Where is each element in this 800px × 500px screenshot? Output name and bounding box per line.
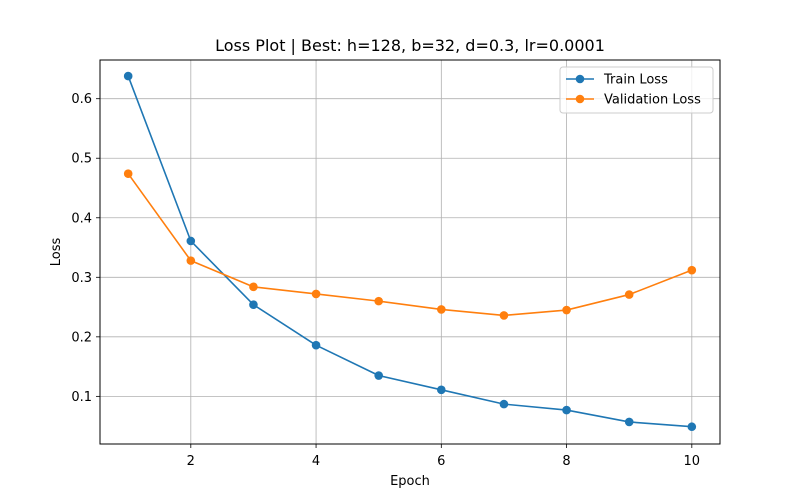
y-tick-label: 0.2 bbox=[71, 330, 92, 345]
train-loss-point bbox=[311, 340, 321, 350]
train-loss-point bbox=[186, 236, 196, 246]
train-loss-point bbox=[624, 417, 634, 427]
legend: Train Loss Validation Loss bbox=[559, 66, 714, 114]
x-tick-label: 8 bbox=[562, 454, 570, 469]
series-validation-loss bbox=[123, 169, 697, 320]
legend-box bbox=[559, 66, 714, 114]
validation-loss-point bbox=[249, 282, 258, 292]
legend-train-loss-label: Train Loss bbox=[603, 73, 668, 88]
series-train-loss bbox=[123, 71, 697, 432]
train-loss-point bbox=[562, 405, 571, 415]
train-loss-point bbox=[687, 422, 697, 432]
validation-loss-point bbox=[311, 289, 321, 299]
train-loss-point bbox=[437, 385, 446, 395]
validation-loss-point bbox=[374, 296, 383, 306]
x-axis-ticks: 2 4 6 8 10 bbox=[187, 444, 700, 469]
train-loss-line bbox=[127, 75, 692, 428]
validation-loss-point bbox=[186, 256, 196, 265]
y-axis-ticks: 0.1 0.2 0.3 0.4 0.5 0.6 bbox=[71, 92, 100, 405]
validation-loss-point bbox=[499, 311, 509, 320]
x-tick-label: 2 bbox=[187, 454, 195, 469]
chart-title: Loss Plot | Best: h=128, b=32, d=0.3, lr… bbox=[215, 36, 605, 55]
validation-loss-point bbox=[123, 169, 133, 179]
train-loss-point bbox=[123, 71, 133, 81]
legend-validation-loss-label: Validation Loss bbox=[604, 93, 701, 108]
plot-area-frame bbox=[99, 59, 721, 445]
train-loss-point bbox=[374, 371, 383, 380]
y-tick-label: 0.3 bbox=[71, 271, 92, 286]
x-axis-label: Epoch bbox=[390, 474, 430, 489]
x-tick-label: 10 bbox=[684, 454, 701, 469]
x-tick-label: 4 bbox=[312, 454, 320, 469]
validation-loss-point bbox=[687, 265, 697, 275]
y-tick-label: 0.1 bbox=[71, 390, 92, 405]
validation-loss-point bbox=[437, 305, 446, 314]
validation-loss-point bbox=[624, 290, 634, 299]
x-tick-label: 6 bbox=[437, 454, 445, 469]
validation-loss-point bbox=[562, 305, 571, 315]
legend-validation-loss-marker bbox=[575, 94, 585, 104]
validation-loss-line bbox=[127, 173, 693, 317]
y-tick-label: 0.4 bbox=[71, 211, 92, 226]
train-loss-point bbox=[499, 399, 509, 409]
grid bbox=[100, 60, 720, 444]
y-axis-label: Loss bbox=[49, 238, 64, 267]
y-tick-label: 0.6 bbox=[71, 92, 92, 107]
series-layer bbox=[123, 71, 697, 432]
legend-train-loss-marker bbox=[575, 74, 585, 84]
train-loss-point bbox=[249, 300, 258, 309]
y-tick-label: 0.5 bbox=[71, 152, 92, 167]
